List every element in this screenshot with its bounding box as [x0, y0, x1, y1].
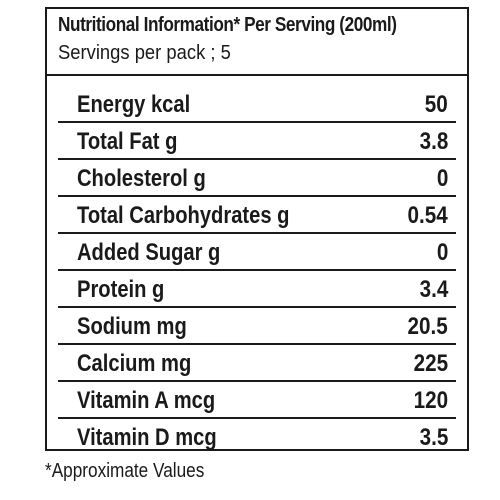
nutrient-value: 20.5	[407, 313, 448, 340]
nutrient-row-carbohydrates: Total Carbohydrates g 0.54	[58, 197, 456, 234]
nutrient-label: Vitamin A mcg	[77, 387, 216, 414]
nutrition-title: Nutritional Information* Per Serving (20…	[58, 14, 397, 36]
nutrient-row-added-sugar: Added Sugar g 0	[58, 234, 456, 271]
nutrient-label: Calcium mg	[77, 350, 192, 377]
nutrient-value: 0.54	[407, 202, 448, 229]
servings-per-pack: Servings per pack ; 5	[58, 42, 231, 64]
nutrient-row-total-fat: Total Fat g 3.8	[58, 123, 456, 160]
nutrient-rows: Energy kcal 50 Total Fat g 3.8 Cholester…	[47, 86, 467, 456]
nutrient-value: 3.4	[419, 276, 448, 303]
nutrient-row-protein: Protein g 3.4	[58, 271, 456, 308]
nutrient-value: 225	[413, 350, 448, 377]
nutrient-row-vitamin-d: Vitamin D mcg 3.5	[58, 419, 456, 456]
nutrient-value: 0	[436, 165, 448, 192]
nutrient-label: Energy kcal	[77, 91, 191, 118]
nutrient-label: Total Fat g	[77, 128, 178, 155]
nutrient-row-cholesterol: Cholesterol g 0	[58, 160, 456, 197]
approximate-values-footnote: *Approximate Values	[45, 460, 205, 482]
nutrition-header: Nutritional Information* Per Serving (20…	[47, 9, 467, 76]
nutrient-value: 3.8	[419, 128, 448, 155]
nutrient-label: Total Carbohydrates g	[77, 202, 290, 229]
nutrient-value: 50	[425, 91, 448, 118]
nutrient-value: 3.5	[419, 424, 448, 451]
nutrient-label: Cholesterol g	[77, 165, 206, 192]
nutrient-row-energy: Energy kcal 50	[58, 86, 456, 123]
nutrient-label: Vitamin D mcg	[77, 424, 217, 451]
nutrient-row-calcium: Calcium mg 225	[58, 345, 456, 382]
nutrient-row-vitamin-a: Vitamin A mcg 120	[58, 382, 456, 419]
nutrition-facts-panel: Nutritional Information* Per Serving (20…	[45, 7, 469, 451]
nutrient-label: Sodium mg	[77, 313, 187, 340]
nutrient-value: 120	[413, 387, 448, 414]
nutrient-value: 0	[436, 239, 448, 266]
nutrient-row-sodium: Sodium mg 20.5	[58, 308, 456, 345]
nutrient-label: Protein g	[77, 276, 165, 303]
nutrient-label: Added Sugar g	[77, 239, 221, 266]
